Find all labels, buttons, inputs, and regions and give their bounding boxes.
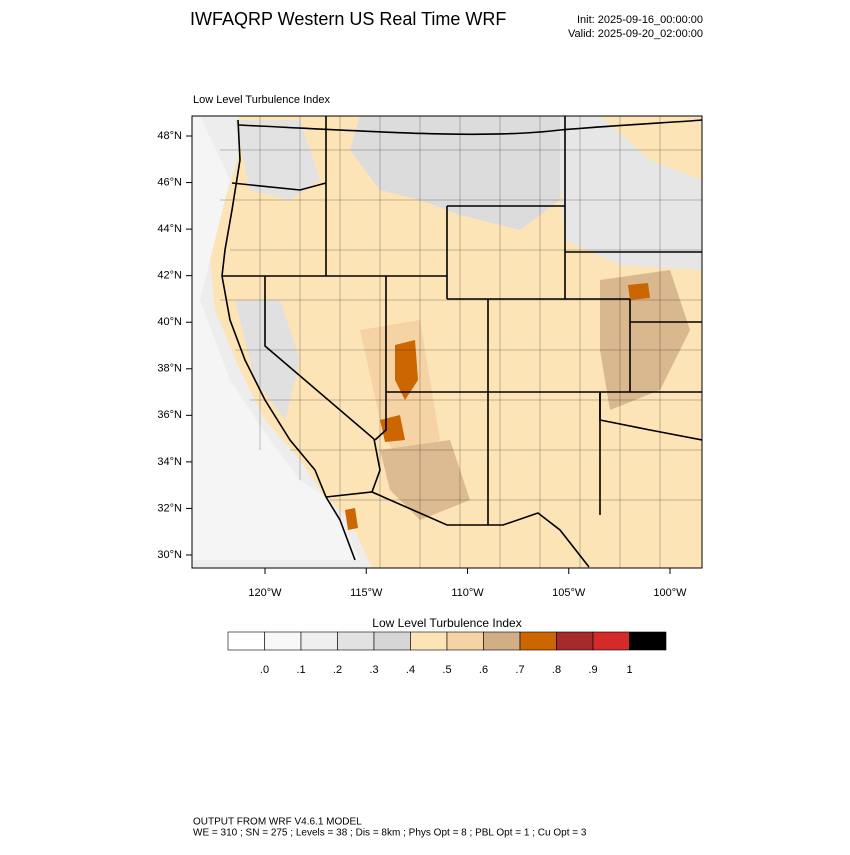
lon-tick-label: 100°W [653, 587, 687, 599]
lat-tick-label: 36°N [157, 409, 182, 421]
colorbar-box [592, 631, 630, 651]
lat-tick-label: 30°N [157, 549, 182, 561]
colorbar-label: .3 [369, 664, 378, 676]
lon-tick-label: 110°W [451, 587, 484, 599]
colorbar-box [483, 631, 521, 651]
colorbar-label: .5 [442, 664, 451, 676]
init-time: Init: 2025-09-16_00:00:00 [577, 14, 703, 26]
colorbar-box [264, 631, 302, 651]
lat-tick-label: 34°N [157, 456, 182, 468]
colorbar-box [556, 631, 594, 651]
colorbar-label: .9 [588, 664, 597, 676]
colorbar-label: .1 [296, 664, 305, 676]
lat-tick-label: 44°N [157, 223, 182, 235]
colorbar-label: .4 [406, 664, 415, 676]
colorbar-box [519, 631, 557, 651]
lat-tick-label: 46°N [157, 176, 182, 188]
lon-tick-label: 115°W [350, 587, 383, 599]
colorbar-box [300, 631, 338, 651]
colorbar-box [227, 631, 265, 651]
colorbar-box [410, 631, 448, 651]
valid-time: Valid: 2025-09-20_02:00:00 [568, 28, 703, 40]
lat-tick-label: 38°N [157, 363, 182, 375]
colorbar-label: .7 [515, 664, 524, 676]
colorbar-label: .6 [479, 664, 488, 676]
colorbar-box [446, 631, 484, 651]
colorbar-box [337, 631, 375, 651]
colorbar-label: 1 [626, 664, 632, 676]
lat-tick-label: 40°N [157, 316, 182, 328]
lat-tick-label: 32°N [157, 502, 182, 514]
title: IWFAQRP Western US Real Time WRF [190, 9, 506, 29]
footer-line: WE = 310 ; SN = 275 ; Levels = 38 ; Dis … [193, 828, 587, 839]
colorbar-label: .2 [333, 664, 342, 676]
lon-tick-label: 120°W [248, 587, 282, 599]
footer-line: OUTPUT FROM WRF V4.6.1 MODEL [193, 817, 362, 828]
map-frame [191, 115, 703, 569]
lat-tick-label: 48°N [157, 130, 182, 142]
colorbar-box [629, 631, 667, 651]
colorbar-title: Low Level Turbulence Index [372, 616, 521, 630]
colorbar-label: .0 [260, 664, 269, 676]
map [192, 116, 702, 568]
lat-tick-label: 42°N [157, 270, 182, 282]
colorbar-label: .8 [552, 664, 561, 676]
lon-tick-label: 105°W [552, 587, 586, 599]
colorbar-box [373, 631, 411, 651]
panel-label: Low Level Turbulence Index [193, 94, 330, 106]
